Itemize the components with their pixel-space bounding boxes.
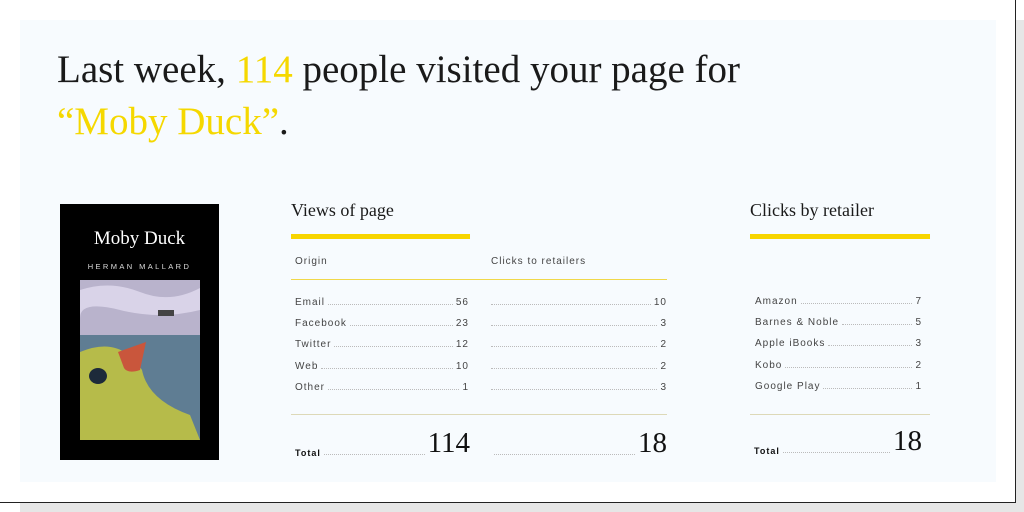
origin-label: Twitter	[295, 339, 332, 351]
origin-label: Facebook	[295, 318, 347, 330]
retailer-clicks: 7	[915, 296, 922, 307]
retailers-total-divider	[750, 414, 930, 415]
headline-text: Last week,	[57, 48, 236, 91]
origin-row: Other 1	[295, 382, 469, 396]
total-clicks: 18	[638, 427, 667, 459]
origin-clicks: 3	[660, 318, 667, 330]
total-label: Total	[754, 446, 780, 456]
clicks-row: 10	[488, 297, 667, 311]
book-title-highlight: “Moby Duck”	[57, 100, 280, 143]
headline-text: people visited your page for	[292, 48, 741, 91]
views-accent-bar	[291, 234, 470, 239]
total-label: Total	[295, 448, 321, 458]
retailer-label: Apple iBooks	[755, 338, 826, 350]
retailer-row: Apple iBooks 3	[755, 338, 922, 352]
origin-row: Facebook 23	[295, 318, 469, 332]
clicks-row: 2	[488, 361, 667, 375]
total-divider	[291, 414, 667, 415]
retailer-clicks: 1	[915, 380, 922, 392]
origin-views: 12	[455, 339, 469, 351]
retailer-label: Kobo	[755, 359, 783, 371]
origin-clicks: 3	[660, 381, 667, 393]
total-views-row: Total 114	[295, 427, 470, 459]
retailers-total-row: Total 18	[754, 425, 922, 457]
retailer-label: Amazon	[755, 296, 798, 307]
origin-views: 10	[455, 360, 469, 372]
origin-label: Email	[295, 297, 326, 308]
total-views: 114	[427, 427, 470, 459]
origin-clicks: 2	[660, 339, 667, 351]
clicks-row: 2	[488, 339, 667, 353]
origin-label: Web	[295, 360, 319, 372]
origin-row: Twitter 12	[295, 339, 469, 353]
retailers-total: 18	[893, 425, 922, 457]
views-heading: Views of page	[291, 200, 394, 220]
retailer-row: Kobo 2	[755, 360, 922, 374]
origin-row: Web 10	[295, 361, 469, 375]
retailers-heading: Clicks by retailer	[750, 200, 874, 220]
clicks-row: 3	[488, 318, 667, 332]
retailer-label: Google Play	[755, 380, 821, 392]
visitor-count: 114	[235, 48, 293, 91]
retailer-clicks: 3	[915, 338, 922, 350]
origin-clicks: 2	[660, 360, 667, 372]
cover-image	[80, 280, 200, 440]
retailer-clicks: 5	[915, 317, 922, 329]
origin-row: Email 56	[295, 297, 469, 311]
origin-label: Other	[295, 381, 326, 393]
total-clicks-row: 18	[491, 428, 667, 458]
headline-text: .	[279, 100, 289, 143]
origin-clicks: 10	[653, 297, 667, 308]
origin-header: Origin	[295, 256, 328, 267]
header-divider	[291, 279, 667, 280]
clicks-header: Clicks to retailers	[491, 256, 587, 267]
retailer-row: Google Play 1	[755, 381, 922, 395]
cover-author: HERMAN MALLARD	[87, 262, 192, 271]
retailer-row: Barnes & Noble 5	[755, 317, 922, 331]
origin-views: 23	[455, 318, 469, 330]
retailer-label: Barnes & Noble	[755, 317, 840, 329]
cover-title: Moby Duck	[93, 228, 186, 249]
headline: Last week, 114 people visited your page …	[57, 44, 757, 148]
retailer-row: Amazon 7	[755, 296, 922, 310]
origin-views: 1	[462, 381, 469, 393]
origin-views: 56	[455, 297, 469, 308]
retailers-accent-bar	[750, 234, 930, 239]
retailer-clicks: 2	[915, 359, 922, 371]
clicks-row: 3	[488, 382, 667, 396]
book-cover: Moby Duck HERMAN MALLARD	[60, 204, 219, 460]
